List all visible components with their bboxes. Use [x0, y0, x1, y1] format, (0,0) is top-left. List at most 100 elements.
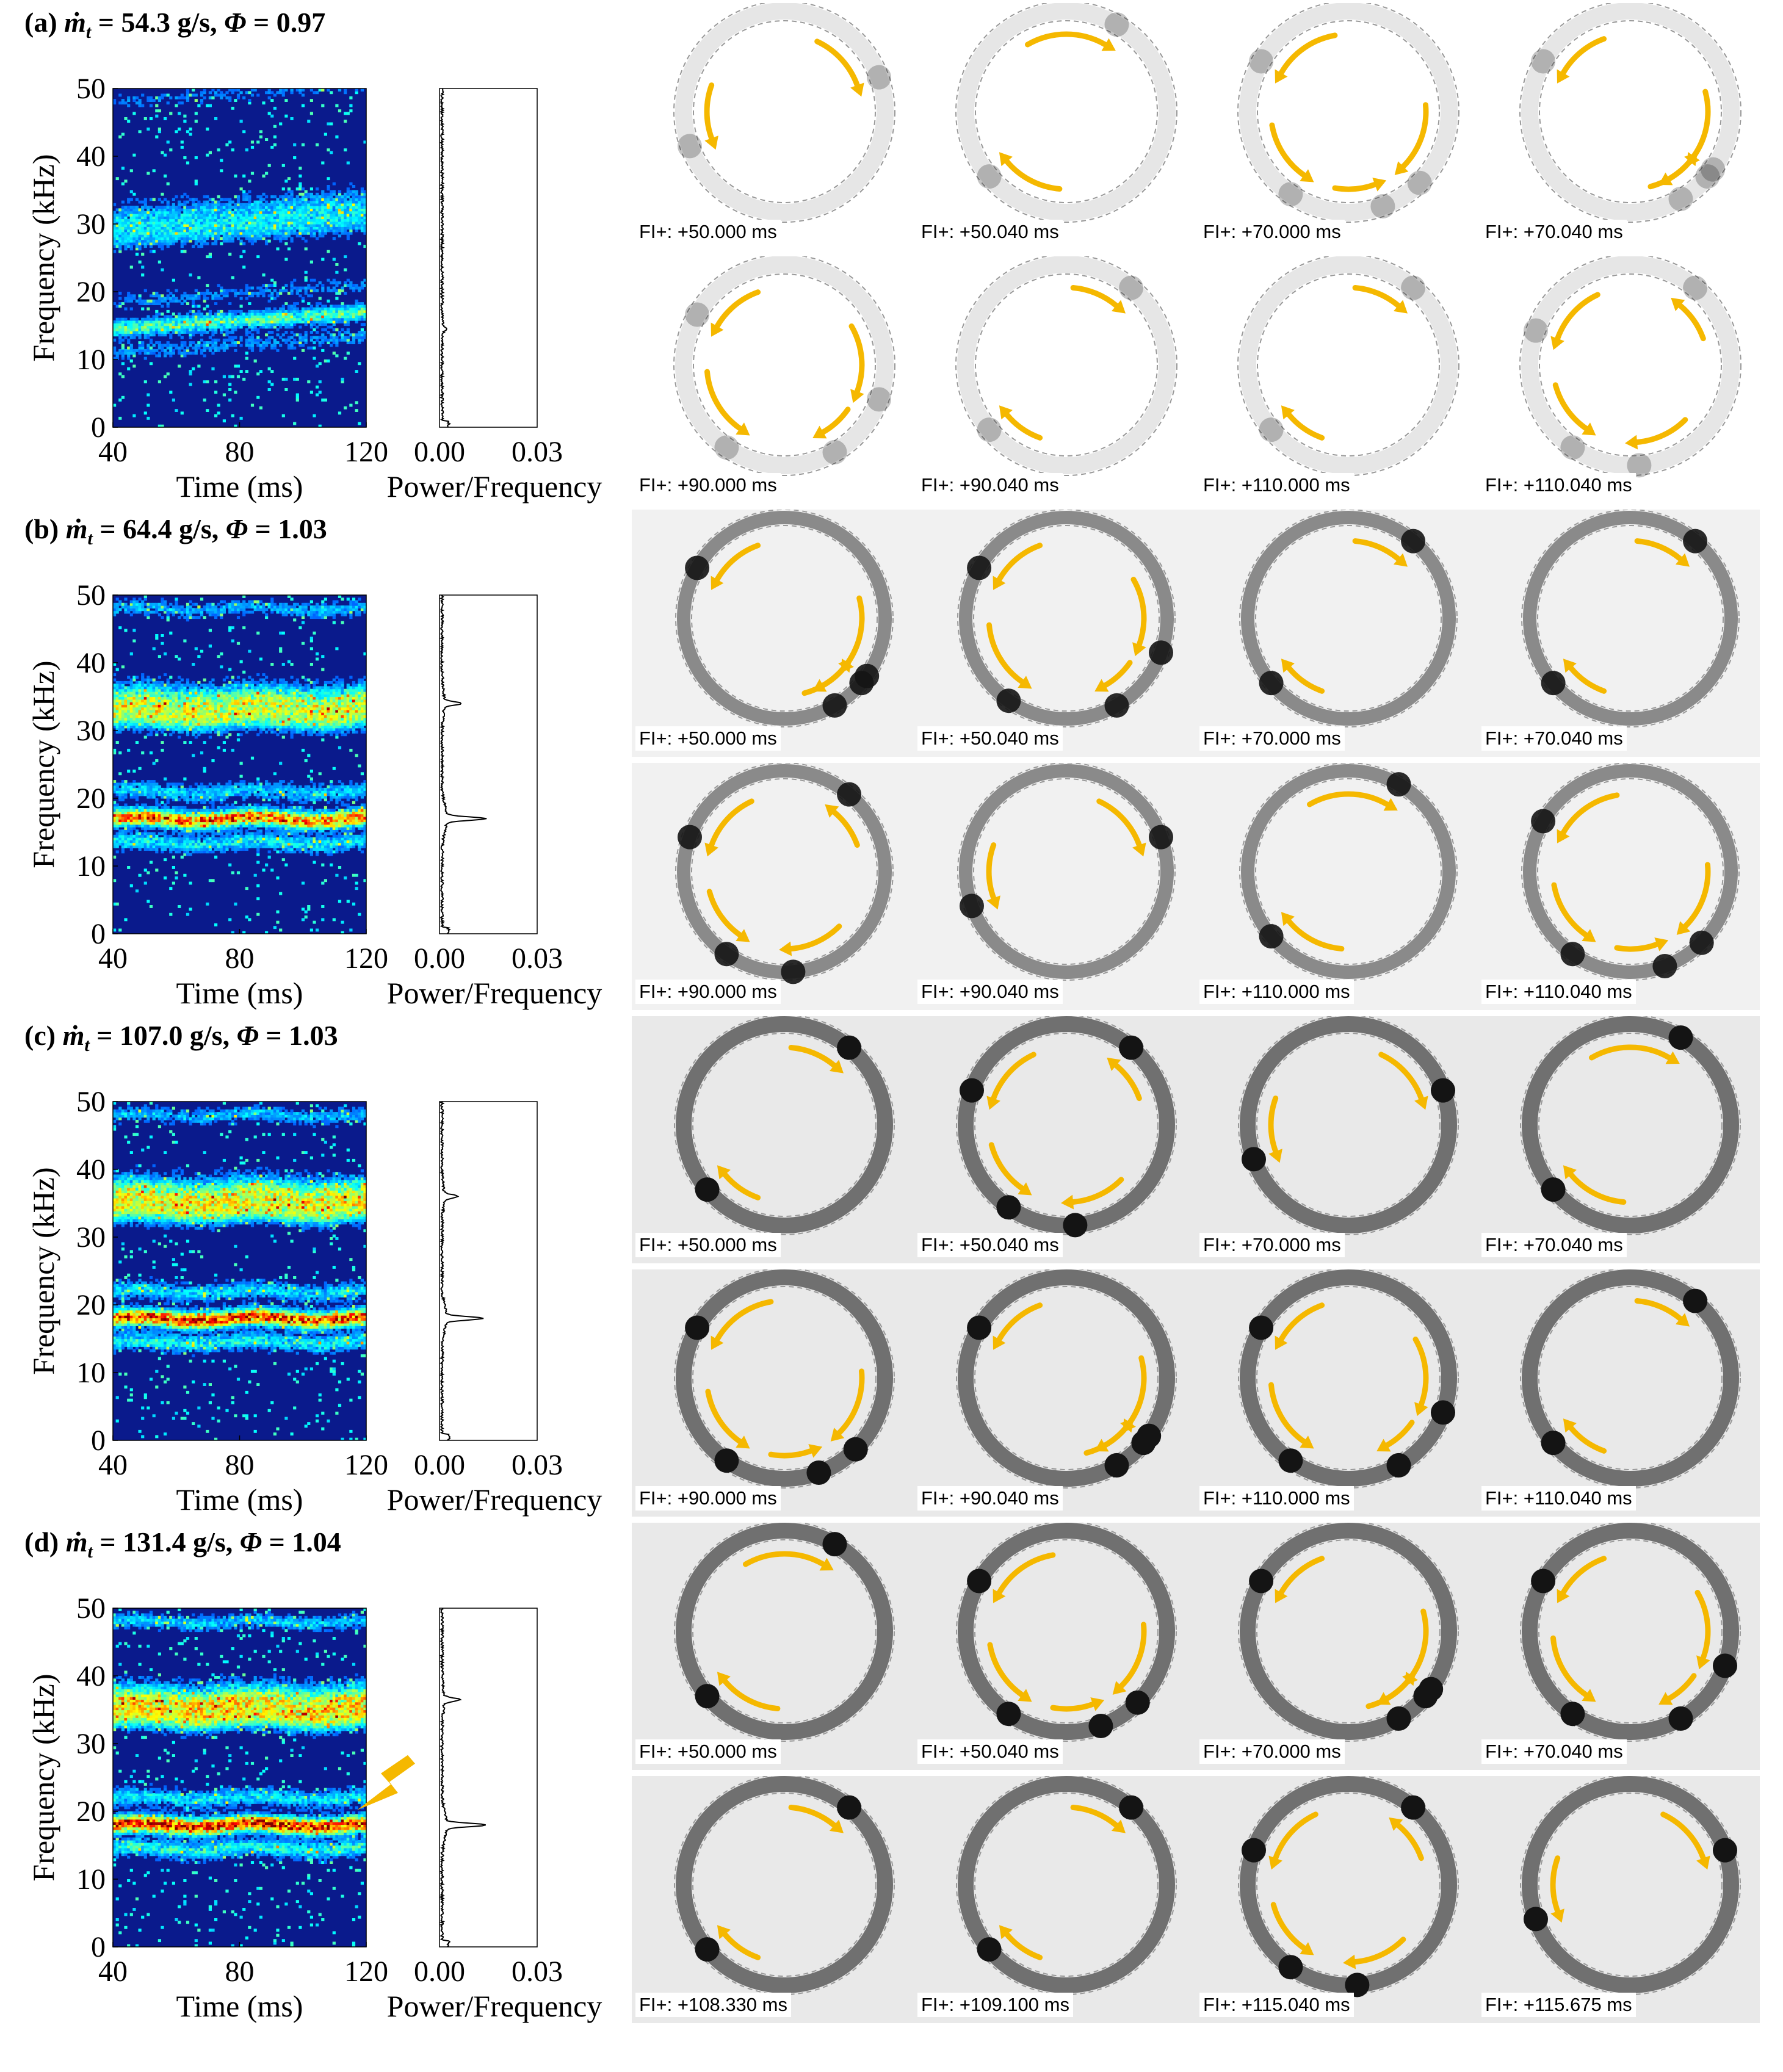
spectrogram-cell [313, 309, 316, 313]
spectrogram-cell [214, 302, 218, 305]
spectrogram-cell [316, 208, 319, 212]
spectrogram-cell [206, 315, 209, 319]
spectrogram-cell [138, 699, 142, 702]
rotation-arrow [1025, 31, 1108, 48]
spectrogram-cell [143, 352, 147, 355]
spectrogram-cell [281, 286, 285, 290]
spectrogram-cell [206, 325, 209, 329]
spectrogram-cell [332, 237, 336, 240]
y-axis-label: Frequency (kHz) [26, 154, 60, 361]
spectrogram-cell [149, 751, 153, 755]
spectrogram-cell [124, 816, 128, 820]
spectrogram-cell [146, 696, 150, 700]
spectrogram-cell [206, 297, 209, 300]
spectrogram-cell [363, 208, 367, 212]
spectrogram-cell [262, 273, 266, 276]
spectrogram-cell [318, 281, 322, 284]
spectrogram-cell [138, 346, 142, 350]
spectrogram-cell [149, 842, 153, 846]
spectrogram-cell [149, 338, 153, 342]
spectrogram-cell [194, 610, 198, 614]
spectrogram-cell [118, 234, 122, 237]
spectrogram-cell [152, 315, 156, 319]
spectrogram-cell [197, 213, 201, 217]
spectrogram-cell [143, 881, 147, 885]
spectrogram-cell [172, 610, 175, 614]
spectrogram-cell [363, 140, 367, 144]
spectrogram-cell [211, 224, 215, 227]
spectrogram-cell [318, 234, 322, 237]
spectrogram-cell [211, 344, 215, 347]
spectrogram-cell [146, 900, 150, 903]
spectrogram-cell [197, 707, 201, 710]
spectrogram-cell [146, 811, 150, 815]
annulus [957, 3, 1176, 221]
spectrogram-cell [220, 242, 223, 245]
spectrogram-cell [211, 320, 215, 323]
spectrogram-cell [307, 200, 311, 204]
spectrogram-cell [183, 715, 187, 718]
spectrogram-cell [149, 720, 153, 723]
spectrogram-cell [279, 317, 283, 321]
spectrogram-cell [118, 798, 122, 801]
spectrogram-cell [281, 203, 285, 206]
spectrogram-cell [172, 613, 175, 616]
spectrogram-cells [113, 88, 367, 428]
spectrogram-cell [276, 320, 280, 323]
spectrogram-cell [324, 320, 327, 323]
spectrogram-cell [265, 208, 269, 212]
spectrogram-cell [200, 323, 204, 327]
psd-x-tick-label: 0.03 [512, 436, 563, 468]
spectrogram-cell [166, 814, 170, 817]
spectrogram-cell [118, 727, 122, 731]
spectrogram-cell [214, 91, 218, 95]
spectrogram-cell [349, 226, 353, 230]
spectrogram-cell [175, 850, 178, 854]
spectrogram-cell [284, 99, 288, 102]
spectrogram-cell [152, 242, 156, 245]
spectrogram-cell [164, 715, 167, 718]
spectrogram-cell [287, 320, 291, 323]
spectrogram-cell [124, 101, 128, 105]
spectrogram-cell [132, 597, 136, 601]
spectrogram-cell [192, 842, 195, 846]
spectrogram-cell [132, 629, 136, 632]
spectrogram-cell [197, 712, 201, 715]
spectrogram-cell [152, 299, 156, 303]
spectrogram-cell [149, 302, 153, 305]
spectrogram-cell [307, 211, 311, 214]
spectrogram-cell [228, 375, 232, 378]
spectrogram-cell [276, 323, 280, 327]
spectrogram-cell [164, 348, 167, 352]
spectrogram-cell [192, 699, 195, 702]
spectrogram-cell [149, 320, 153, 323]
spectrogram-cell [307, 315, 311, 319]
spectrogram-cell [276, 198, 280, 201]
spectrogram-cell [135, 237, 139, 240]
spectrogram-cell [135, 242, 139, 245]
spectrogram-cell [157, 128, 161, 131]
spectrogram-cell [208, 226, 212, 230]
spectrogram-cell [189, 694, 192, 698]
spectrogram-cell [203, 218, 206, 222]
spectrogram-cell [360, 281, 364, 284]
spectrogram-cell [298, 312, 302, 316]
spectrogram-cell [178, 331, 181, 334]
psd-x-tick-label: 0.00 [414, 436, 465, 468]
spectrogram-cell [332, 286, 336, 290]
spectrogram-cell [273, 195, 277, 198]
spectrogram-cell [236, 237, 241, 240]
spectrogram-cell [318, 213, 322, 217]
spectrogram-cell [118, 372, 122, 376]
spectrogram-cell [186, 93, 190, 97]
spectrogram-cell [304, 307, 308, 311]
spectrogram-cell [132, 610, 136, 614]
spectrogram-cell [253, 213, 257, 217]
spectrogram-cell [217, 218, 220, 222]
spectrogram-cell [203, 770, 206, 773]
spectrogram-cell [298, 338, 302, 342]
spectrogram-cell [327, 122, 330, 126]
spectrogram-cell [169, 216, 173, 220]
spectrogram-cell [203, 717, 206, 721]
spectrogram-cell [115, 686, 119, 690]
